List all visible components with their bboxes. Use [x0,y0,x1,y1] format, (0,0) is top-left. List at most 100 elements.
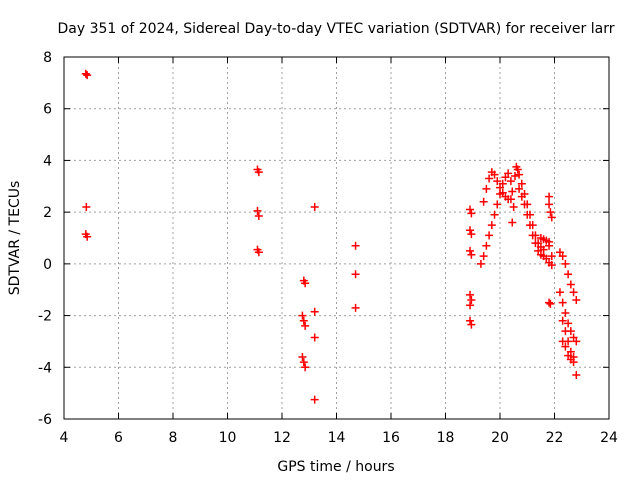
data-point [310,333,319,342]
data-point [525,221,534,230]
data-point [482,184,491,193]
data-point [485,174,494,183]
data-point [558,252,567,261]
data-point [254,248,263,257]
data-point [467,209,476,218]
data-point [299,316,308,325]
data-point [301,321,310,330]
data-point [547,213,556,222]
data-point [467,296,476,305]
data-point [310,307,319,316]
data-point [466,226,475,235]
data-point [510,171,519,180]
data-point [504,169,513,178]
y-tick-label: 6 [43,102,52,118]
data-point [523,210,532,219]
data-point [546,208,555,217]
data-point [558,337,567,346]
data-point [517,192,526,201]
data-point [572,296,581,305]
data-point [515,184,524,193]
y-tick-label: 2 [43,205,52,221]
data-point [515,170,524,179]
data-point [561,342,570,351]
data-point [466,301,475,310]
data-point [490,170,499,179]
data-point [466,246,475,255]
data-point [310,395,319,404]
y-tick-label: -4 [38,360,52,376]
data-point [572,337,581,346]
data-point [547,252,556,261]
data-point [555,288,564,297]
y-tick-label: -2 [38,309,52,325]
data-point [498,179,507,188]
data-point [485,231,494,240]
data-point [493,177,502,186]
data-point [351,303,360,312]
data-point [561,308,570,317]
x-axis-title: GPS time / hours [277,459,394,475]
data-point [572,371,581,380]
y-tick-label: -6 [38,412,52,428]
data-point [254,168,263,177]
y-tick-label: 0 [43,257,52,273]
data-point [351,241,360,250]
x-tick-label: 22 [546,430,564,446]
y-tick-label: 8 [43,50,52,66]
x-tick-label: 20 [491,430,509,446]
data-point [508,187,517,196]
data-point [496,190,504,199]
data-point [558,316,567,325]
x-tick-label: 14 [328,430,346,446]
x-tick-label: 8 [169,430,178,446]
data-point [513,165,522,174]
data-point [561,327,570,336]
data-point [546,299,555,308]
data-point [482,241,491,250]
data-point [351,270,360,279]
data-point [298,352,307,361]
data-point [466,316,475,325]
data-point [493,200,502,209]
data-point [509,202,518,211]
chart-title: Day 351 of 2024, Sidereal Day-to-day VTE… [58,21,615,37]
data-point [83,232,92,241]
data-point [569,352,578,361]
data-point [545,298,554,307]
data-point [487,221,496,230]
data-point [479,197,488,206]
data-point [467,250,476,259]
data-point [564,319,573,328]
data-point [508,218,517,227]
data-point [558,298,567,307]
data-point [564,270,573,279]
grid-layer [64,57,609,419]
data-point [299,358,308,367]
data-point [517,179,526,188]
data-point [466,290,475,299]
data-point [254,212,263,221]
data-point [467,230,476,239]
data-point [569,288,578,297]
data-point [545,241,554,250]
data-point [547,261,556,270]
data-point [506,195,515,204]
data-point [476,259,485,268]
data-point [490,210,499,219]
data-point [301,363,310,372]
data-point [566,280,575,289]
data-point [520,200,529,209]
data-point [528,231,537,240]
data-point [561,259,570,268]
data-point [83,71,92,80]
data-point [301,279,310,288]
x-tick-label: 6 [114,430,123,446]
data-point [545,192,554,201]
x-tick-label: 10 [219,430,237,446]
x-tick-label: 24 [600,430,618,446]
data-point [467,320,476,329]
y-axis-title: SDTVAR / TECUs [7,181,23,296]
